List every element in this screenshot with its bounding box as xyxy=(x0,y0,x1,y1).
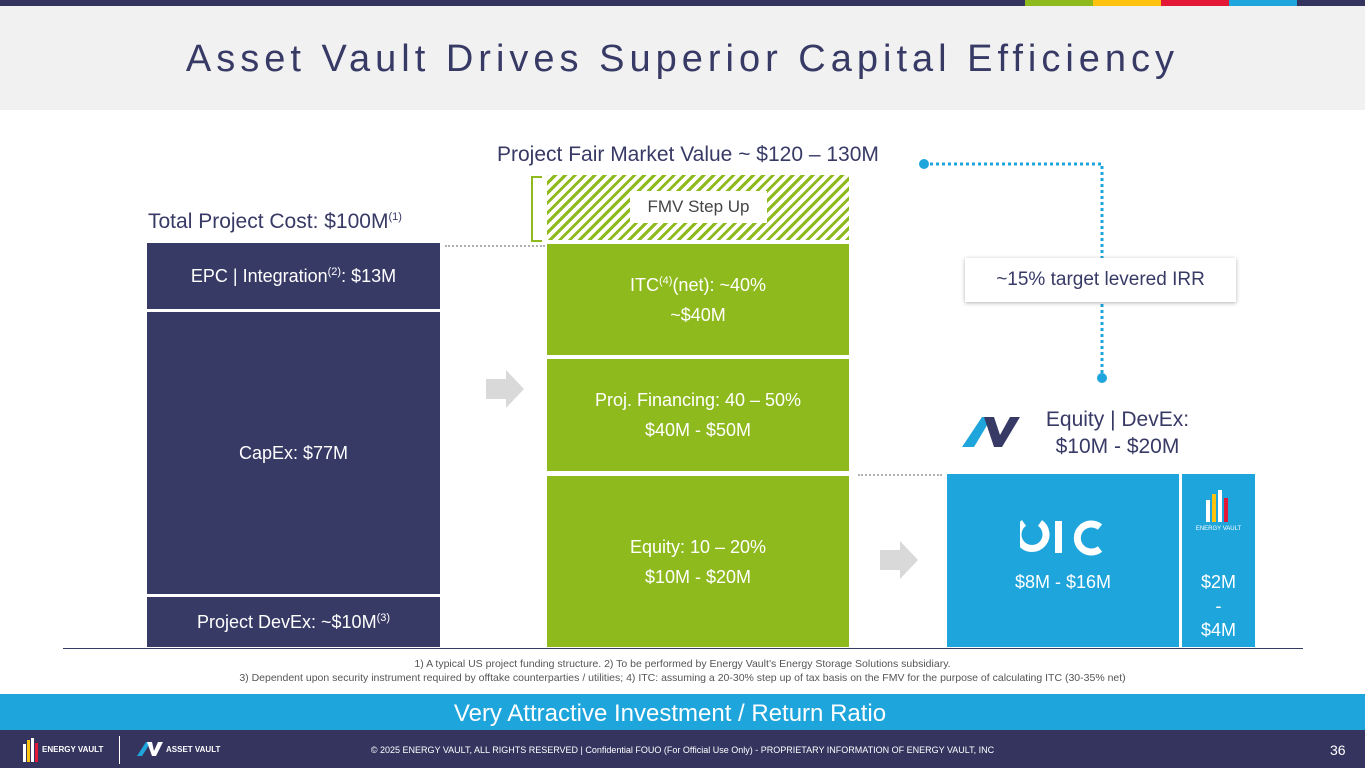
title-bar xyxy=(0,6,1365,110)
banner-text: Very Attractive Investment / Return Rati… xyxy=(453,700,887,727)
project-financing-box: Proj. Financing: 40 – 50% $40M - $50M xyxy=(547,359,849,471)
capex-box: CapEx: $77M xyxy=(147,312,440,594)
asset-vault-footer-logo-icon xyxy=(137,742,163,756)
dotted-connector-equity xyxy=(858,474,942,476)
page-title: Asset Vault Drives Superior Capital Effi… xyxy=(185,38,1180,80)
oic-value: $8M - $16M xyxy=(1014,572,1112,592)
bracket-icon xyxy=(531,176,542,242)
baseline-divider xyxy=(63,648,1303,649)
color-segment-red xyxy=(1161,0,1229,6)
energy-vault-logo-icon xyxy=(1206,490,1228,522)
epc-integration-box: EPC | Integration(2): $13M xyxy=(147,243,440,309)
footer-divider xyxy=(119,736,120,764)
footer-bar xyxy=(0,730,1365,768)
color-segment-yellow xyxy=(1093,0,1161,6)
energy-vault-logo-text: ENERGY VAULT xyxy=(1195,526,1242,532)
energy-vault-value: $2M - $4M xyxy=(1200,572,1236,640)
footnotes: 1) A typical US project funding structur… xyxy=(239,658,1126,684)
project-devex-box: Project DevEx: ~$10M(3) xyxy=(147,597,440,647)
fmv-step-up-label: FMV Step Up xyxy=(630,191,767,223)
color-segment-blue xyxy=(1229,0,1297,6)
top-stripe xyxy=(0,0,1365,6)
oic-box: $8M - $16M xyxy=(947,474,1179,647)
total-project-cost-header: Total Project Cost: $100M(1) xyxy=(148,210,402,233)
oic-logo-icon xyxy=(1020,520,1103,556)
energy-vault-box: ENERGY VAULT $2M - $4M xyxy=(1182,474,1255,647)
energy-vault-footer-logo-text: ENERGY VAULT xyxy=(42,745,104,754)
asset-vault-logo-icon xyxy=(962,417,1020,447)
fair-market-value-header: Project Fair Market Value ~ $120 – 130M xyxy=(497,143,879,166)
dotted-connector-top xyxy=(445,245,545,247)
irr-connector xyxy=(919,159,1107,383)
equity-box: Equity: 10 – 20% $10M - $20M xyxy=(547,476,849,647)
banner-bar xyxy=(0,694,1365,730)
asset-vault-footer-logo-text: ASSET VAULT xyxy=(166,745,221,754)
arrow-right-icon xyxy=(486,370,524,408)
copyright: © 2025 ENERGY VAULT, ALL RIGHTS RESERVED… xyxy=(370,745,995,755)
equity-devex-header: Equity | DevEx: $10M - $20M xyxy=(1045,408,1190,458)
page-number: 36 xyxy=(1330,742,1346,758)
itc-box: ITC(4)(net): ~40% ~$40M xyxy=(547,244,849,355)
color-segment-green xyxy=(1025,0,1093,6)
energy-vault-footer-logo-icon xyxy=(23,738,38,762)
arrow-right-icon xyxy=(880,541,918,579)
irr-callout: ~15% target levered IRR xyxy=(965,258,1236,302)
